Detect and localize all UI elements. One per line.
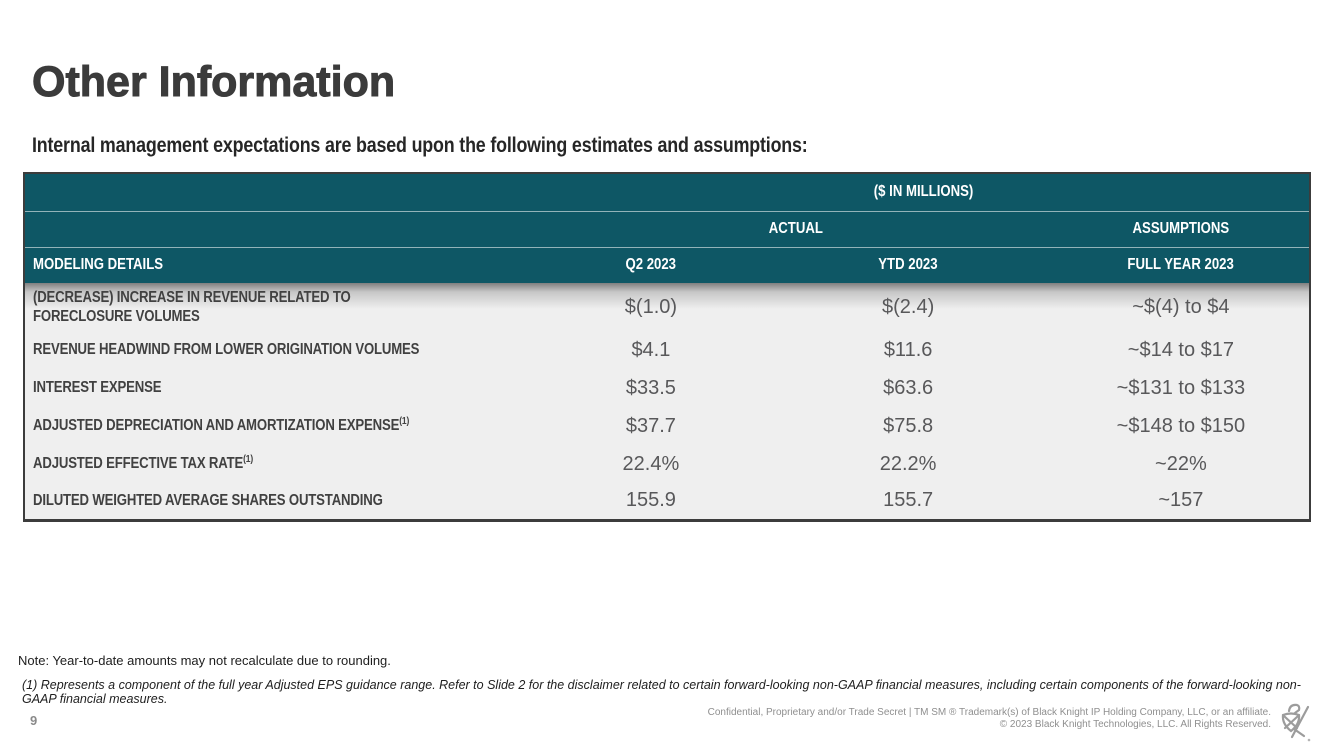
units-header-row: ($ IN MILLIONS) [24, 173, 1310, 212]
column-header-ytd-2023: YTD 2023 [763, 247, 1053, 283]
column-header-q2-2023: Q2 2023 [538, 247, 764, 283]
units-header-label: ($ IN MILLIONS) [873, 183, 974, 201]
modeling-details-table: ($ IN MILLIONS) ACTUAL ASSUMPTIONS MODEL… [23, 172, 1311, 522]
table-row-diluted-shares: DILUTED WEIGHTED AVERAGE SHARES OUTSTAND… [24, 483, 1310, 520]
page-number: 9 [30, 713, 38, 728]
row-label: ADJUSTED EFFECTIVE TAX RATE [33, 455, 244, 473]
row-label-cell: ADJUSTED DEPRECIATION AND AMORTIZATION E… [24, 407, 539, 445]
black-knight-logo-icon [1281, 703, 1311, 742]
cell-q2: $4.1 [538, 331, 764, 369]
group-header-actual-label: ACTUAL [768, 220, 823, 237]
cell-ytd: 155.7 [763, 483, 1053, 520]
cell-ytd: 22.2% [763, 445, 1053, 483]
confidentiality-line: Confidential, Proprietary and/or Trade S… [707, 707, 1271, 718]
table-row-interest-expense: INTEREST EXPENSE $33.5 $63.6 ~$131 to $1… [24, 369, 1310, 407]
row-label-cell: DILUTED WEIGHTED AVERAGE SHARES OUTSTAND… [24, 483, 539, 520]
cell-full-year: ~$148 to $150 [1052, 407, 1310, 445]
column-header-modeling-details: MODELING DETAILS [24, 247, 539, 283]
table-row-origination-volumes: REVENUE HEADWIND FROM LOWER ORIGINATION … [24, 331, 1310, 369]
row-label: REVENUE HEADWIND FROM LOWER ORIGINATION … [33, 341, 420, 359]
row-label: INTEREST EXPENSE [33, 379, 162, 397]
rounding-note: Note: Year-to-date amounts may not recal… [18, 653, 391, 668]
cell-q2: 22.4% [538, 445, 764, 483]
cell-ytd: $63.6 [763, 369, 1053, 407]
slide-subtitle: Internal management expectations are bas… [32, 134, 944, 158]
cell-q2: $33.5 [538, 369, 764, 407]
cell-q2: $(1.0) [538, 283, 764, 331]
row-label-cell: (DECREASE) INCREASE IN REVENUE RELATED T… [24, 283, 539, 331]
cell-q2: $37.7 [538, 407, 764, 445]
cell-full-year: ~22% [1052, 445, 1310, 483]
cell-full-year: ~157 [1052, 483, 1310, 520]
group-header-actual: ACTUAL [538, 211, 1053, 248]
slide-subtitle-text: Internal management expectations are bas… [32, 134, 808, 157]
cell-full-year: ~$14 to $17 [1052, 331, 1310, 369]
row-label-cell: ADJUSTED EFFECTIVE TAX RATE(1) [24, 445, 539, 483]
group-header-assumptions: ASSUMPTIONS [1052, 211, 1310, 248]
cell-q2: 155.9 [538, 483, 764, 520]
footnote-ref: (1) [243, 454, 254, 466]
row-label-cell: INTEREST EXPENSE [24, 369, 539, 407]
row-label: ADJUSTED DEPRECIATION AND AMORTIZATION E… [33, 417, 400, 435]
page-title: Other Information [31, 58, 396, 107]
column-header-full-year-2023: FULL YEAR 2023 [1052, 247, 1310, 283]
group-header-spacer [24, 211, 539, 248]
footnote-1: (1) Represents a component of the full y… [22, 678, 1301, 706]
cell-full-year: ~$(4) to $4 [1052, 283, 1310, 331]
group-header-row: ACTUAL ASSUMPTIONS [24, 211, 1310, 248]
cell-ytd: $11.6 [763, 331, 1053, 369]
column-header-row: MODELING DETAILS Q2 2023 YTD 2023 FULL Y… [24, 247, 1310, 283]
cell-full-year: ~$131 to $133 [1052, 369, 1310, 407]
confidentiality-footer: Confidential, Proprietary and/or Trade S… [511, 707, 1271, 731]
units-header-cell: ($ IN MILLIONS) [538, 173, 1310, 212]
copyright-line: © 2023 Black Knight Technologies, LLC. A… [999, 719, 1271, 730]
row-label: (DECREASE) INCREASE IN REVENUE RELATED T… [33, 288, 351, 326]
units-header-spacer [24, 173, 539, 212]
table-row-adjusted-tax-rate: ADJUSTED EFFECTIVE TAX RATE(1) 22.4% 22.… [24, 445, 1310, 483]
cell-ytd: $75.8 [763, 407, 1053, 445]
footnote-ref: (1) [399, 416, 410, 428]
row-label-cell: REVENUE HEADWIND FROM LOWER ORIGINATION … [24, 331, 539, 369]
group-header-assumptions-label: ASSUMPTIONS [1132, 220, 1230, 237]
table-row-foreclosure-volumes: (DECREASE) INCREASE IN REVENUE RELATED T… [24, 283, 1310, 331]
table-row-adjusted-da-expense: ADJUSTED DEPRECIATION AND AMORTIZATION E… [24, 407, 1310, 445]
cell-ytd: $(2.4) [763, 283, 1053, 331]
row-label: DILUTED WEIGHTED AVERAGE SHARES OUTSTAND… [33, 492, 383, 510]
